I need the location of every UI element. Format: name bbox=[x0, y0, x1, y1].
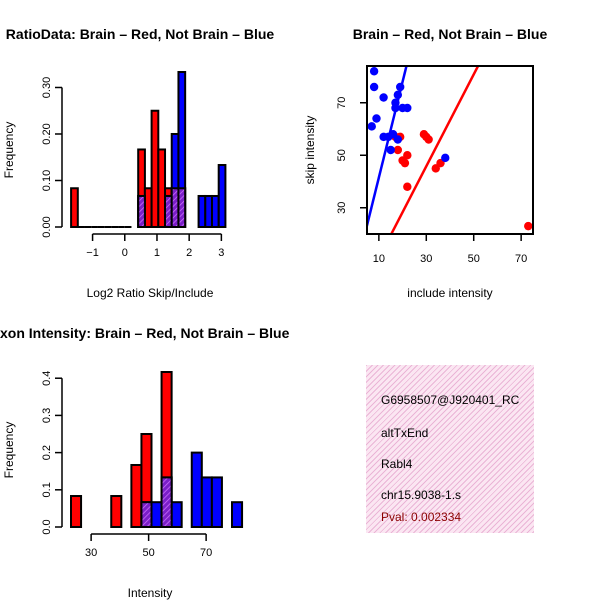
ratio-hist-x-tick-label: 3 bbox=[218, 247, 224, 259]
intensity-hist-notbrain-bar bbox=[210, 476, 223, 529]
intensity-hist-brain-bar bbox=[110, 495, 123, 529]
intensity-histogram-xlabel: Intensity bbox=[128, 586, 173, 600]
scatter-brain-point bbox=[403, 182, 412, 191]
intensity-hist-x-tick-label: 50 bbox=[143, 547, 155, 559]
scatter-notbrain-point bbox=[391, 103, 400, 113]
scatter-ylabel: skip intensity bbox=[303, 116, 317, 185]
ratio-hist-y-tick-label: 0.20 bbox=[41, 123, 53, 144]
ratio-hist-y-tick-label: 0.00 bbox=[41, 216, 53, 237]
scatter-y-tick-label: 30 bbox=[336, 202, 348, 214]
scatter-notbrain-fit-line bbox=[367, 66, 408, 231]
intensity-hist-overlap-bar bbox=[140, 501, 153, 528]
intensity-hist-y-tick-label: 0.1 bbox=[41, 482, 53, 497]
intensity-histogram-axes: 30 50 70 0.0 0.1 0.2 0.3 0.4 bbox=[41, 371, 212, 559]
ratio-hist-x-tick-label: −1 bbox=[86, 247, 99, 259]
scatter-frame bbox=[366, 65, 534, 235]
intensity-histogram-bars bbox=[70, 371, 244, 529]
scatter-x-tick-label: 30 bbox=[420, 253, 432, 265]
gene-name: Rabl4 bbox=[381, 457, 413, 471]
intensity-hist-y-tick-label: 0.0 bbox=[41, 519, 53, 534]
ratio-histogram-panel: RatioData: Brain – Red, Not Brain – Blue… bbox=[2, 26, 274, 300]
scatter-y-tick-label: 70 bbox=[336, 97, 348, 109]
scatter-notbrain-point bbox=[386, 145, 395, 155]
exon-id: chr15.9038-1.s bbox=[381, 488, 462, 502]
probe-info-box: G6958507@J920401_RC altTxEnd Rabl4 chr15… bbox=[366, 365, 534, 533]
scatter-panel: Brain – Red, Not Brain – Blue 10 30 50 70 30… bbox=[303, 26, 548, 300]
event-type: altTxEnd bbox=[381, 426, 429, 440]
intensity-hist-y-tick-label: 0.2 bbox=[41, 445, 53, 460]
scatter-xlabel: include intensity bbox=[407, 286, 492, 300]
scatter-title: Brain – Red, Not Brain – Blue bbox=[353, 26, 548, 42]
scatter-x-tick-label: 50 bbox=[468, 253, 480, 265]
ratio-hist-notbrain-bar bbox=[217, 164, 227, 229]
scatter-notbrain-point bbox=[379, 93, 388, 102]
scatter-notbrain-point bbox=[372, 114, 381, 123]
ratio-histogram-axes: −1 0 1 2 3 0.00 0.10 0.20 0.30 bbox=[41, 77, 224, 259]
ratio-histogram-bars bbox=[70, 71, 227, 229]
intensity-hist-notbrain-bar bbox=[200, 476, 213, 529]
intensity-hist-brain-bar bbox=[70, 495, 83, 529]
scatter-x-tick-label: 10 bbox=[373, 253, 385, 265]
p-value: Pval: 0.002334 bbox=[381, 510, 462, 524]
ratio-hist-x-tick-label: 0 bbox=[122, 247, 128, 259]
ratio-hist-overlap-bar bbox=[170, 187, 180, 228]
ratio-hist-brain-bar bbox=[70, 187, 79, 228]
intensity-hist-notbrain-bar bbox=[231, 501, 244, 528]
intensity-hist-x-tick-label: 70 bbox=[200, 547, 212, 559]
intensity-hist-y-tick-label: 0.3 bbox=[41, 408, 53, 423]
scatter-plot-area bbox=[367, 66, 533, 234]
scatter-y-tick-label: 50 bbox=[336, 149, 348, 161]
scatter-notbrain-point bbox=[403, 103, 412, 113]
scatter-notbrain-point bbox=[393, 135, 403, 144]
scatter-notbrain-point bbox=[396, 82, 405, 92]
scatter-notbrain-point bbox=[393, 90, 403, 100]
scatter-notbrain-point bbox=[367, 122, 376, 131]
intensity-hist-notbrain-bar bbox=[190, 451, 203, 529]
ratio-hist-overlap-bar bbox=[137, 194, 146, 229]
scatter-brain-point bbox=[393, 145, 403, 155]
intensity-hist-overlap-bar bbox=[160, 476, 173, 529]
scatter-notbrain-point bbox=[369, 67, 379, 76]
ratio-hist-y-tick-label: 0.30 bbox=[41, 77, 53, 98]
intensity-hist-x-tick-label: 30 bbox=[85, 547, 97, 559]
intensity-histogram-ylabel: Frequency bbox=[2, 422, 16, 479]
scatter-brain-point bbox=[424, 135, 433, 144]
scatter-axes: 10 30 50 70 30 50 70 bbox=[336, 97, 527, 265]
intensity-histogram-title: Exon Intensity: Brain – Red, Not Brain –… bbox=[0, 325, 290, 341]
ratio-hist-notbrain-bar bbox=[210, 194, 220, 229]
intensity-hist-y-tick-label: 0.4 bbox=[41, 371, 53, 386]
scatter-brain-point bbox=[524, 221, 533, 231]
ratio-hist-x-tick-label: 2 bbox=[186, 247, 192, 259]
intensity-histogram-panel: Exon Intensity: Brain – Red, Not Brain –… bbox=[0, 325, 290, 600]
scatter-notbrain-point bbox=[441, 153, 450, 163]
scatter-brain-fit-line bbox=[389, 66, 480, 234]
scatter-notbrain-point bbox=[369, 82, 379, 92]
ratio-histogram-ylabel: Frequency bbox=[2, 122, 16, 179]
intensity-hist-brain-bar bbox=[130, 463, 143, 528]
intensity-hist-notbrain-bar bbox=[150, 501, 163, 528]
probe-id: G6958507@J920401_RC bbox=[381, 393, 520, 407]
intensity-hist-notbrain-bar bbox=[170, 501, 183, 528]
ratio-histogram-title: RatioData: Brain – Red, Not Brain – Blue bbox=[6, 26, 275, 42]
scatter-x-tick-label: 70 bbox=[515, 253, 527, 265]
ratio-hist-overlap-bar bbox=[177, 187, 187, 228]
ratio-hist-brain-bar bbox=[150, 109, 160, 228]
ratio-hist-y-tick-label: 0.10 bbox=[41, 170, 53, 191]
ratio-histogram-xlabel: Log2 Ratio Skip/Include bbox=[87, 286, 214, 300]
scatter-brain-point bbox=[403, 151, 412, 160]
ratio-hist-x-tick-label: 1 bbox=[154, 247, 160, 259]
scatter-brain-point bbox=[400, 158, 410, 168]
